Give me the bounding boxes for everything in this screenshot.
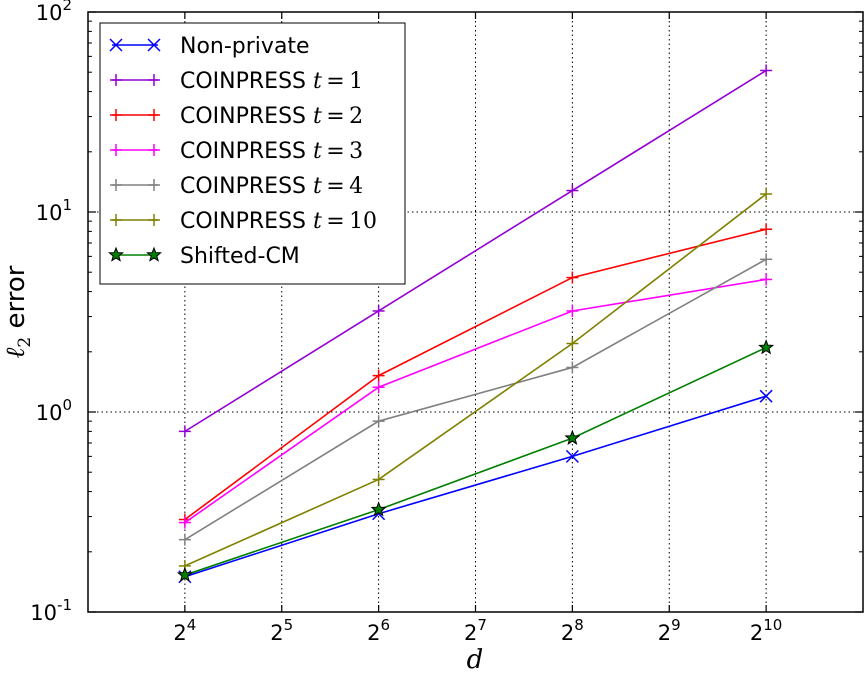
data-point — [758, 339, 775, 355]
data-point — [566, 184, 579, 197]
legend-label: Shifted-CM — [180, 244, 300, 269]
series-line — [184, 228, 767, 521]
legend-item: Shifted-CM — [108, 244, 300, 269]
legend-box — [99, 22, 406, 285]
data-point — [372, 473, 385, 486]
x-tick-label: 210 — [750, 616, 782, 645]
data-point — [760, 253, 773, 266]
legend-item: COINPRESS t = 1 — [110, 69, 363, 94]
series-1 — [178, 64, 773, 438]
data-point — [148, 214, 160, 226]
series-6 — [176, 339, 775, 582]
x-tick-label: 28 — [561, 616, 584, 645]
x-tick-label: 27 — [464, 616, 487, 645]
series-line — [184, 258, 767, 541]
data-point — [566, 304, 579, 317]
data-point — [176, 566, 193, 582]
data-point — [372, 381, 385, 394]
data-point — [565, 449, 579, 463]
data-point — [148, 109, 160, 121]
y-tick-label: 100 — [36, 396, 72, 425]
data-point — [178, 533, 191, 546]
series-line — [184, 346, 767, 576]
legend-item: COINPRESS t = 3 — [110, 139, 363, 164]
data-point — [760, 273, 773, 286]
series-4 — [178, 253, 773, 546]
legend-label: COINPRESS t = 2 — [180, 104, 363, 129]
legend-item: COINPRESS t = 2 — [110, 104, 363, 129]
data-point — [759, 389, 773, 403]
series-line — [184, 69, 767, 433]
data-point — [372, 369, 385, 382]
y-tick-label: 10-1 — [30, 596, 72, 625]
x-axis-label: d — [467, 645, 484, 675]
legend-item: COINPRESS t = 10 — [110, 209, 377, 234]
legend-label: COINPRESS t = 1 — [180, 69, 363, 94]
data-point — [110, 179, 122, 191]
x-tick-label: 29 — [658, 616, 681, 645]
data-point — [760, 64, 773, 77]
series-line — [184, 395, 767, 578]
data-point — [110, 144, 122, 156]
data-point — [109, 38, 123, 52]
data-point — [370, 501, 387, 517]
series-group — [176, 64, 775, 584]
legend-item: Non-private — [109, 34, 310, 59]
data-point — [760, 188, 773, 201]
data-point — [760, 223, 773, 236]
series-line — [184, 278, 767, 524]
y-tick-label: 102 — [36, 0, 72, 25]
series-5 — [178, 188, 773, 572]
y-tick-label: 101 — [36, 196, 72, 225]
legend: Non-private COINPRESS t = 1 COINPRESS t = … — [99, 22, 406, 285]
data-point — [147, 38, 161, 52]
x-tick-label: 26 — [367, 616, 390, 645]
data-point — [566, 271, 579, 284]
data-point — [108, 246, 124, 262]
series-3 — [178, 273, 773, 529]
series-line — [184, 193, 767, 567]
legend-item: COINPRESS t = 4 — [110, 174, 363, 199]
legend-label: COINPRESS t = 3 — [180, 139, 363, 164]
y-axis-label: ℓ2 error — [1, 265, 35, 358]
data-point — [148, 74, 160, 86]
data-point — [146, 246, 162, 262]
data-point — [564, 429, 581, 445]
data-point — [110, 109, 122, 121]
data-point — [178, 425, 191, 438]
data-point — [566, 337, 579, 350]
ticks: 24 25 26 27 28 29 210 10-1 100 101 102 — [30, 0, 863, 645]
legend-label: COINPRESS t = 10 — [180, 209, 377, 234]
data-point — [110, 74, 122, 86]
data-point — [372, 304, 385, 317]
data-point — [148, 179, 160, 191]
legend-label: COINPRESS t = 4 — [180, 174, 363, 199]
data-point — [148, 144, 160, 156]
data-point — [566, 361, 579, 374]
data-point — [372, 415, 385, 428]
x-tick-label: 25 — [270, 616, 293, 645]
legend-label: Non-private — [180, 34, 310, 59]
x-tick-label: 24 — [173, 616, 196, 645]
data-point — [178, 516, 191, 529]
data-point — [110, 214, 122, 226]
